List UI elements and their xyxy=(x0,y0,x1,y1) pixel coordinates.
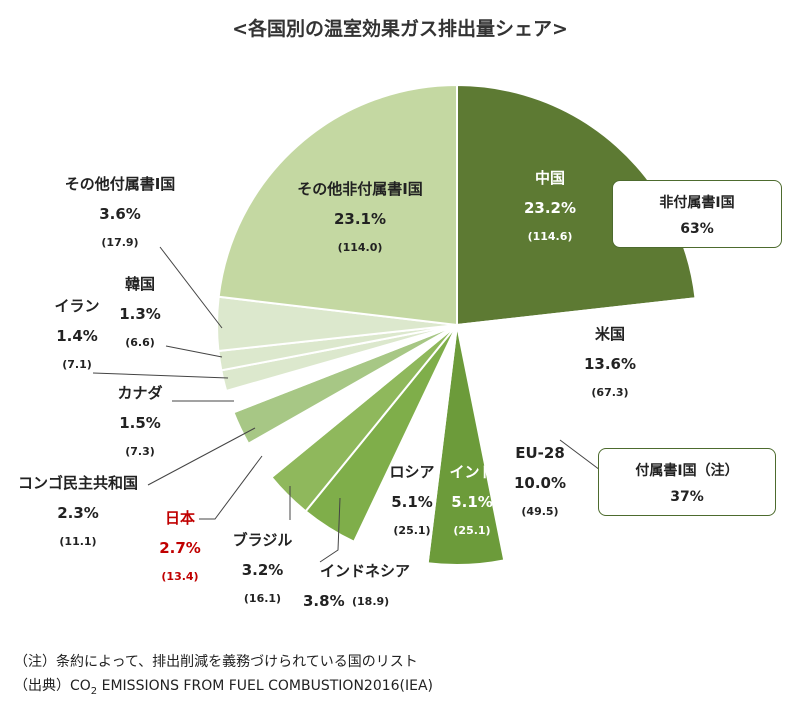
leader-korea xyxy=(165,345,223,358)
footnotes: （注）条約によって、排出削減を義務づけられている国のリスト （出典）CO2 EM… xyxy=(14,650,433,704)
leader-indonesia xyxy=(319,497,341,563)
label-indonesia-percent: 3.8% xyxy=(303,592,345,610)
label-indonesia-value: (18.9) xyxy=(352,595,390,608)
label-india: インド 5.1% (25.1) xyxy=(449,463,495,537)
label-japan: 日本 2.7% (13.4) xyxy=(159,509,201,583)
note-line: （注）条約によって、排出削減を義務づけられている国のリスト xyxy=(14,654,418,670)
label-china: 中国 23.2% (114.6) xyxy=(523,169,577,243)
leader-japan xyxy=(199,455,263,520)
callout-non-annex: 非付属書Ⅰ国 63% xyxy=(612,180,782,248)
label-canada: カナダ 1.5% (7.3) xyxy=(117,384,163,458)
chart-title: <各国別の温室効果ガス排出量シェア> xyxy=(232,18,568,40)
label-congo: コンゴ民主共和国 2.3% (11.1) xyxy=(17,474,138,548)
leader-congo xyxy=(147,427,256,486)
source-line: （出典）CO2 EMISSIONS FROM FUEL COMBUSTION20… xyxy=(14,678,434,697)
label-indonesia: インドネシア xyxy=(319,562,410,580)
label-russia: ロシア 5.1% (25.1) xyxy=(389,463,435,537)
label-brazil: ブラジル 3.2% (16.1) xyxy=(232,531,293,605)
label-eu28: EU-28 10.0% (49.5) xyxy=(513,444,567,518)
label-other-annex: その他付属書Ⅰ国 3.6% (17.9) xyxy=(64,175,176,249)
leader-annex-box xyxy=(559,439,601,471)
pie-slice-0 xyxy=(456,83,697,327)
label-usa: 米国 13.6% (67.3) xyxy=(583,325,637,399)
label-iran: イラン 1.4% (7.1) xyxy=(54,297,100,371)
leader-other-annex xyxy=(159,246,223,329)
label-other-non-annex: その他非付属書Ⅰ国 23.1% (114.0) xyxy=(297,180,423,254)
pie-slice-13 xyxy=(217,83,458,327)
callout-annex: 付属書Ⅰ国（注） 37% xyxy=(598,448,776,516)
leader-iran xyxy=(92,372,229,379)
label-korea: 韓国 1.3% (6.6) xyxy=(119,275,161,349)
